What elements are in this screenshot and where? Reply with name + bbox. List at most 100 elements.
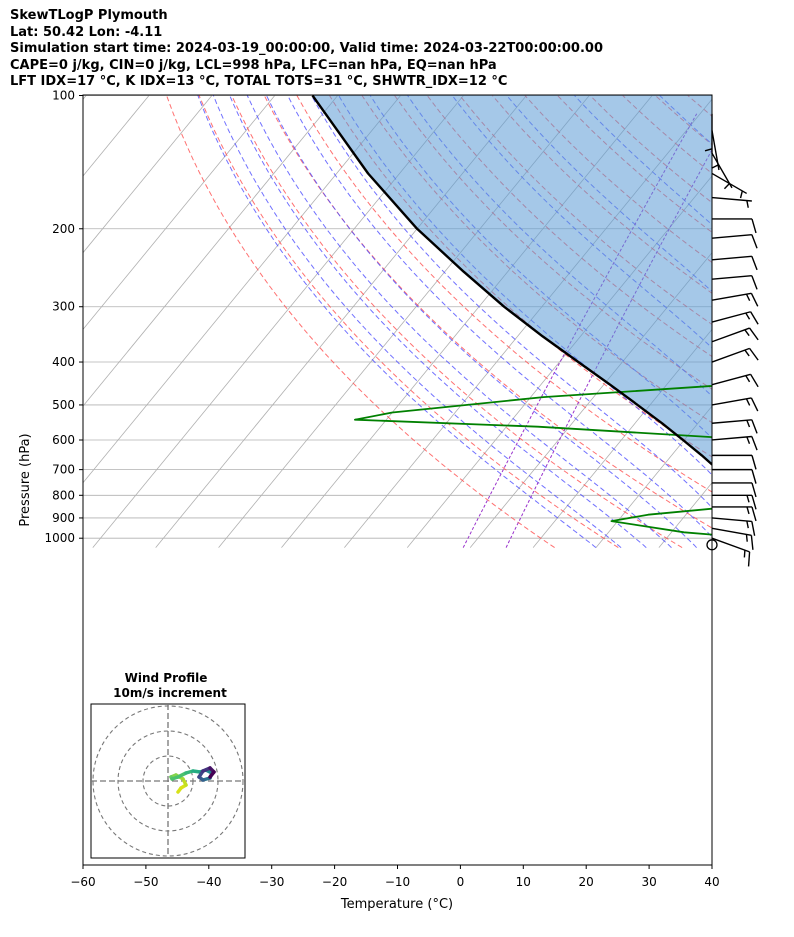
wind-barb xyxy=(712,454,757,470)
wind-barb-shaft xyxy=(711,435,752,441)
wind-barb xyxy=(711,373,759,388)
x-tick-label: −60 xyxy=(70,875,95,889)
moist-adiabat xyxy=(197,95,597,548)
wind-barb-shaft xyxy=(711,255,752,261)
y-tick-label: 100 xyxy=(52,89,75,103)
inset-title: Wind Profile xyxy=(125,671,208,685)
wind-barbs xyxy=(704,113,759,567)
wind-barb-flag xyxy=(751,275,758,290)
wind-barb-shaft xyxy=(711,196,752,202)
isotherm-line xyxy=(83,95,150,177)
y-tick-label: 200 xyxy=(52,222,75,236)
wind-barb-shaft xyxy=(711,397,752,406)
wind-barb-half-flag xyxy=(746,506,750,515)
wind-barb-half-flag xyxy=(745,375,751,383)
header-line-station: SkewTLogP Plymouth xyxy=(10,8,168,23)
header-line-stability: LFT IDX=17 °C, K IDX=13 °C, TOTAL TOTS=3… xyxy=(10,74,508,89)
wind-barb-shaft xyxy=(711,537,750,553)
y-tick-label: 900 xyxy=(52,511,75,525)
wind-barb-half-flag xyxy=(711,164,719,169)
wind-barb xyxy=(711,527,754,550)
y-tick-label: 1000 xyxy=(44,531,75,545)
wind-barb-shaft xyxy=(711,517,752,523)
header-line-indices: CAPE=0 j/kg, CIN=0 j/kg, LCL=998 hPa, LF… xyxy=(10,57,497,73)
isotherm-line xyxy=(785,96,794,548)
y-tick-label: 600 xyxy=(52,433,75,447)
y-tick-label: 700 xyxy=(52,463,75,477)
moist-adiabat xyxy=(766,96,794,548)
y-tick-label: 500 xyxy=(52,398,75,412)
wind-barb-flag xyxy=(750,373,759,388)
wind-barb-flag xyxy=(751,455,757,470)
wind-barb xyxy=(711,233,758,249)
wind-barb-flag xyxy=(751,506,757,522)
wind-barb xyxy=(711,397,759,412)
wind-barb xyxy=(711,130,720,171)
wind-barb-half-flag xyxy=(746,419,751,428)
x-tick-label: 40 xyxy=(704,875,719,889)
wind-barb-flag xyxy=(750,311,759,325)
x-tick-label: 30 xyxy=(641,875,656,889)
wind-barb xyxy=(711,292,759,307)
isotherm-line xyxy=(83,95,338,407)
header-line-location: Lat: 50.42 Lon: -4.11 xyxy=(10,24,163,40)
wind-barb-flag xyxy=(749,327,759,341)
wind-barb-flag xyxy=(750,397,759,412)
wind-barb xyxy=(712,468,757,484)
moist-adiabat xyxy=(311,95,712,509)
moist-adiabat xyxy=(246,95,672,548)
wind-barb-flag xyxy=(751,436,758,451)
wind-barb-half-flag xyxy=(744,329,750,337)
wind-barb-shaft xyxy=(711,327,750,343)
wind-barb-shaft xyxy=(711,419,752,424)
wind-barb xyxy=(711,419,758,434)
dry-adiabat xyxy=(231,95,683,549)
x-tick-label: −30 xyxy=(259,875,284,889)
isotherm-line xyxy=(83,95,276,331)
wind-barb-half-flag xyxy=(704,148,713,152)
wind-barb-shaft xyxy=(711,311,751,323)
cape-cin-shading xyxy=(312,95,712,465)
y-axis-ticks: 100 200 300 400 500 600 700 800 900 1000 xyxy=(44,89,83,545)
wind-barb xyxy=(711,537,751,567)
x-tick-label: −50 xyxy=(133,875,158,889)
wind-barb-shaft xyxy=(711,527,752,536)
wind-barb-flag xyxy=(747,551,751,567)
wind-barb-half-flag xyxy=(745,534,748,542)
wind-barb-flag xyxy=(751,234,758,249)
wind-barb-flag xyxy=(751,482,757,498)
wind-barb-half-flag xyxy=(723,183,731,190)
wind-barb-flag xyxy=(751,419,758,434)
wind-barb-flag xyxy=(751,218,757,234)
x-axis-ticks: −60 −50 −40 −30 −20 −10 0 10 20 30 40 xyxy=(70,865,720,889)
wind-barb-half-flag xyxy=(745,398,751,406)
wind-barb xyxy=(711,517,756,536)
wind-barb-half-flag xyxy=(746,436,751,444)
chart-header: SkewTLogP Plymouth Lat: 50.42 Lon: -4.11… xyxy=(10,8,603,91)
y-tick-label: 400 xyxy=(52,355,75,369)
moist-adiabat xyxy=(287,95,712,538)
y-axis-label: Pressure (hPa) xyxy=(18,433,33,526)
y-tick-label: 800 xyxy=(52,488,75,502)
wind-barb-flag xyxy=(750,292,759,307)
parcel-profile-line xyxy=(311,95,712,467)
wind-barb-shaft xyxy=(711,233,752,239)
wind-barb-flag xyxy=(750,535,754,550)
isotherm-line xyxy=(83,95,401,484)
wind-barb-half-flag xyxy=(746,200,749,208)
isotherm-line xyxy=(83,95,87,100)
wind-barb-half-flag xyxy=(739,190,743,199)
wind-barb-half-flag xyxy=(745,312,751,320)
wind-barb xyxy=(711,327,759,343)
x-tick-label: −20 xyxy=(322,875,347,889)
wind-barb-half-flag xyxy=(746,495,750,503)
wind-barb-flag xyxy=(751,469,757,484)
hodograph-segment xyxy=(208,770,216,779)
wind-barb-shaft xyxy=(711,152,733,189)
wind-barb-shaft xyxy=(711,347,750,363)
wind-barb-flag xyxy=(751,256,758,271)
isotherm-line xyxy=(595,405,712,548)
wind-barb xyxy=(712,218,757,234)
moist-adiabat xyxy=(229,95,647,548)
